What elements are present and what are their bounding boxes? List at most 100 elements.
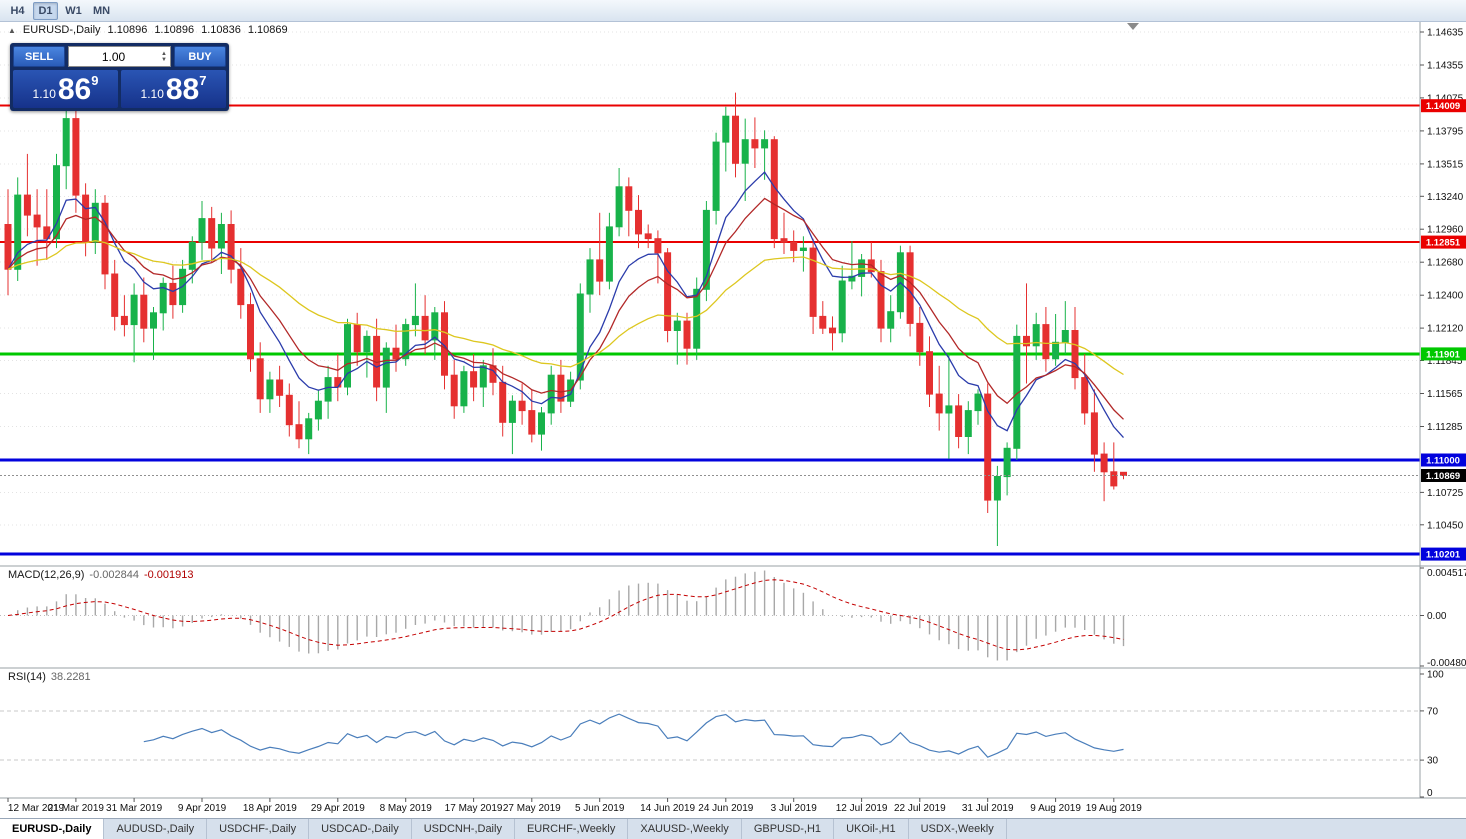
svg-text:22 Jul 2019: 22 Jul 2019 bbox=[894, 803, 946, 814]
ohlc-close: 1.10869 bbox=[247, 24, 288, 36]
timeframe-mn-button[interactable]: MN bbox=[89, 2, 114, 20]
chart-tab-gbpusd[interactable]: GBPUSD-,H1 bbox=[742, 819, 835, 839]
svg-text:70: 70 bbox=[1427, 706, 1439, 717]
chart-tab-ukoil[interactable]: UKOil-,H1 bbox=[834, 819, 909, 839]
buy-price-prefix: 1.10 bbox=[140, 87, 164, 101]
symbol-period-label: EURUSD-,Daily bbox=[22, 24, 101, 36]
svg-text:9 Apr 2019: 9 Apr 2019 bbox=[178, 803, 227, 814]
chart-tab-audusd[interactable]: AUDUSD-,Daily bbox=[104, 819, 208, 839]
rsi-label: RSI(14) 38.2281 bbox=[8, 671, 91, 683]
macd-signal-value: -0.001913 bbox=[143, 569, 194, 581]
sell-button[interactable]: SELL bbox=[13, 46, 65, 67]
level-lines bbox=[0, 104, 1420, 556]
svg-text:1.11285: 1.11285 bbox=[1427, 422, 1463, 433]
svg-text:1.11000: 1.11000 bbox=[1426, 456, 1460, 467]
volume-up-icon[interactable]: ▲ bbox=[161, 50, 167, 57]
svg-text:1.12960: 1.12960 bbox=[1427, 225, 1464, 236]
candlestick-series bbox=[4, 92, 1127, 546]
svg-text:12 Jul 2019: 12 Jul 2019 bbox=[836, 803, 888, 814]
volume-field[interactable]: 1.00 ▲ ▼ bbox=[68, 46, 171, 67]
svg-text:1.13515: 1.13515 bbox=[1427, 159, 1464, 170]
buy-price-display[interactable]: 1.10 88 7 bbox=[121, 70, 226, 108]
svg-text:5 Jun 2019: 5 Jun 2019 bbox=[575, 803, 625, 814]
sell-price-display[interactable]: 1.10 86 9 bbox=[13, 70, 118, 108]
svg-text:100: 100 bbox=[1427, 670, 1444, 681]
ohlc-high: 1.10896 bbox=[154, 24, 195, 36]
chart-tab-xauusd[interactable]: XAUUSD-,Weekly bbox=[628, 819, 742, 839]
svg-text:19 Aug 2019: 19 Aug 2019 bbox=[1086, 803, 1143, 814]
chart-tab-usdcad[interactable]: USDCAD-,Daily bbox=[309, 819, 412, 839]
svg-text:1.12680: 1.12680 bbox=[1427, 258, 1464, 269]
timeframe-toolbar: H4 D1 W1 MN bbox=[0, 0, 1466, 22]
svg-text:0.004517: 0.004517 bbox=[1427, 568, 1466, 579]
svg-text:1.10869: 1.10869 bbox=[1426, 471, 1460, 482]
svg-text:21 Mar 2019: 21 Mar 2019 bbox=[48, 803, 105, 814]
svg-text:1.11565: 1.11565 bbox=[1427, 389, 1463, 400]
svg-text:1.12851: 1.12851 bbox=[1426, 238, 1461, 249]
svg-text:1.12120: 1.12120 bbox=[1427, 324, 1464, 335]
timeframe-d1-button[interactable]: D1 bbox=[33, 1, 58, 20]
chart-tab-eurchf[interactable]: EURCHF-,Weekly bbox=[515, 819, 629, 839]
buy-button[interactable]: BUY bbox=[174, 46, 226, 67]
svg-text:29 Apr 2019: 29 Apr 2019 bbox=[311, 803, 365, 814]
rsi-indicator: 100 70 30 0 bbox=[0, 670, 1444, 799]
svg-text:8 May 2019: 8 May 2019 bbox=[380, 803, 433, 814]
chart-area: 1.14635 1.14355 1.14075 1.13795 1.13515 1.132… bbox=[0, 22, 1466, 818]
svg-text:1.14075: 1.14075 bbox=[1427, 93, 1464, 104]
svg-text:0.00: 0.00 bbox=[1427, 611, 1447, 622]
one-click-trading-panel: SELL 1.00 ▲ ▼ BUY 1.10 86 9 1.10 88 7 bbox=[10, 43, 229, 111]
macd-main-value: -0.002844 bbox=[89, 569, 139, 581]
timeframe-w1-button[interactable]: W1 bbox=[61, 2, 86, 20]
svg-text:1.10725: 1.10725 bbox=[1427, 488, 1464, 499]
svg-text:1.13795: 1.13795 bbox=[1427, 126, 1464, 137]
rsi-name: RSI(14) bbox=[8, 671, 46, 683]
svg-text:1.11901: 1.11901 bbox=[1426, 349, 1461, 360]
rsi-value: 38.2281 bbox=[50, 671, 91, 683]
svg-text:1.14009: 1.14009 bbox=[1426, 101, 1460, 112]
price-axis: 1.14635 1.14355 1.14075 1.13795 1.13515 1.132… bbox=[1420, 28, 1466, 561]
svg-text:30: 30 bbox=[1427, 756, 1439, 767]
sell-price-pip: 9 bbox=[91, 73, 99, 88]
trade-panel-collapse-icon[interactable]: ▲ bbox=[8, 25, 16, 35]
macd-label: MACD(12,26,9) -0.002844 -0.001913 bbox=[8, 569, 194, 581]
chart-tab-usdchf[interactable]: USDCHF-,Daily bbox=[207, 819, 310, 839]
svg-text:12 Mar 2019: 12 Mar 2019 bbox=[8, 803, 65, 814]
chart-tabbar: EURUSD-,Daily AUDUSD-,Daily USDCHF-,Daily U… bbox=[0, 818, 1466, 839]
timeframe-h4-button[interactable]: H4 bbox=[5, 2, 30, 20]
sell-price-big: 86 bbox=[57, 73, 92, 106]
svg-text:1.10201: 1.10201 bbox=[1426, 550, 1461, 561]
chart-tab-usdcnh[interactable]: USDCNH-,Daily bbox=[412, 819, 515, 839]
svg-text:14 Jun 2019: 14 Jun 2019 bbox=[640, 803, 695, 814]
svg-text:31 Mar 2019: 31 Mar 2019 bbox=[106, 803, 163, 814]
sell-price-prefix: 1.10 bbox=[32, 87, 56, 101]
macd-name: MACD(12,26,9) bbox=[8, 569, 85, 581]
ma-slow-yellow bbox=[7, 240, 1124, 376]
svg-text:1.10450: 1.10450 bbox=[1427, 520, 1464, 531]
svg-text:0: 0 bbox=[1427, 788, 1433, 799]
svg-text:1.14355: 1.14355 bbox=[1427, 61, 1464, 72]
buy-price-big: 88 bbox=[165, 73, 200, 106]
ohlc-info-line: ▲ EURUSD-,Daily 1.10896 1.10896 1.10836 … bbox=[8, 24, 288, 36]
svg-text:9 Aug 2019: 9 Aug 2019 bbox=[1030, 803, 1081, 814]
svg-text:24 Jun 2019: 24 Jun 2019 bbox=[698, 803, 753, 814]
svg-text:1.14635: 1.14635 bbox=[1427, 28, 1464, 39]
svg-text:18 Apr 2019: 18 Apr 2019 bbox=[243, 803, 297, 814]
svg-text:-0.004806: -0.004806 bbox=[1427, 658, 1466, 669]
chart-tab-usdx[interactable]: USDX-,Weekly bbox=[909, 819, 1007, 839]
chart-tab-eurusd[interactable]: EURUSD-,Daily bbox=[0, 819, 105, 839]
svg-text:17 May 2019: 17 May 2019 bbox=[445, 803, 503, 814]
volume-value: 1.00 bbox=[101, 49, 126, 64]
ohlc-open: 1.10896 bbox=[107, 24, 148, 36]
ohlc-low: 1.10836 bbox=[201, 24, 241, 36]
ma-fast-blue bbox=[7, 171, 1124, 439]
moving-averages bbox=[7, 171, 1124, 439]
volume-down-icon[interactable]: ▼ bbox=[161, 56, 167, 63]
svg-text:31 Jul 2019: 31 Jul 2019 bbox=[962, 803, 1014, 814]
svg-text:1.13240: 1.13240 bbox=[1427, 192, 1464, 203]
svg-text:1.12400: 1.12400 bbox=[1427, 291, 1464, 302]
macd-indicator: 0.004517 0.00 -0.004806 bbox=[0, 567, 1466, 669]
price-chart-canvas[interactable]: 1.14635 1.14355 1.14075 1.13795 1.13515 1.132… bbox=[0, 22, 1466, 818]
chart-shift-icon bbox=[1127, 23, 1139, 30]
svg-text:1.11845: 1.11845 bbox=[1427, 356, 1463, 367]
